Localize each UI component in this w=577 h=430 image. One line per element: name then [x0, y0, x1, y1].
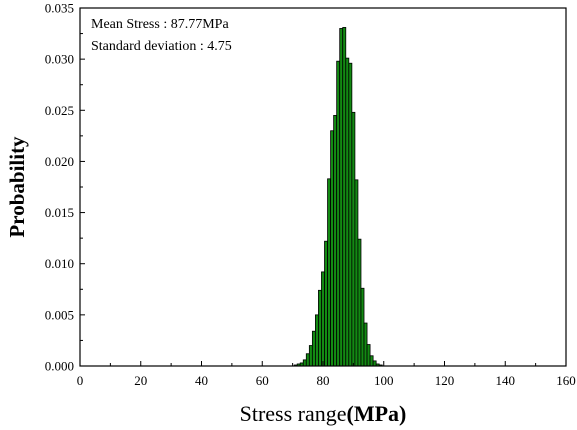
- histogram-bar: [357, 238, 362, 367]
- histogram-bar: [315, 314, 319, 367]
- y-tick-label: 0.005: [45, 307, 74, 322]
- x-axis-label-unit: (MPa): [347, 401, 407, 426]
- y-axis-label: Probability: [5, 136, 29, 238]
- histogram-bar: [311, 330, 316, 367]
- x-tick-label: 40: [195, 373, 208, 388]
- bars-group: [293, 27, 383, 367]
- x-tick-label: 20: [134, 373, 147, 388]
- y-tick-label: 0.025: [45, 103, 74, 118]
- histogram-bar: [348, 62, 353, 367]
- histogram-bar: [305, 353, 310, 367]
- histogram-bar: [363, 322, 368, 367]
- histogram-bar: [336, 60, 341, 367]
- y-tick-label: 0.030: [45, 52, 74, 67]
- y-tick-label: 0.015: [45, 205, 74, 220]
- histogram-bar: [308, 345, 313, 367]
- histogram-bar: [345, 57, 350, 367]
- y-tick-label: 0.010: [45, 256, 74, 271]
- histogram-bar: [369, 355, 374, 367]
- y-tick-label: 0.035: [45, 1, 74, 16]
- histogram-bar: [321, 271, 325, 367]
- histogram-bar: [324, 240, 328, 367]
- histogram-bar: [372, 360, 377, 367]
- x-axis-label-main: Stress range: [240, 401, 347, 426]
- histogram-bar: [351, 111, 356, 367]
- histogram-bar: [360, 287, 365, 367]
- x-tick-label: 100: [374, 373, 394, 388]
- histogram-bar: [330, 130, 335, 367]
- x-axis-label: Stress range(MPa): [240, 401, 407, 426]
- x-tick-label: 60: [256, 373, 269, 388]
- mean-stress-annotation: Mean Stress : 87.77MPa: [91, 17, 229, 32]
- y-tick-label: 0.000: [45, 359, 74, 374]
- x-ticks-group: 0 20 40 60 80 100 120 140 160: [77, 361, 576, 388]
- histogram-bar: [339, 28, 344, 367]
- std-deviation-annotation: Standard deviation : 4.75: [91, 39, 232, 54]
- plot-frame: [79, 7, 567, 367]
- x-tick-label: 140: [496, 373, 516, 388]
- histogram-bar: [366, 344, 371, 367]
- histogram-bar: [318, 289, 322, 367]
- y-ticks-group: 0.000 0.005 0.010 0.015 0.020 0.025 0.030 0.035: [45, 1, 85, 374]
- histogram-bar: [302, 359, 307, 367]
- x-tick-label: 80: [317, 373, 330, 388]
- x-tick-label: 0: [77, 373, 84, 388]
- x-tick-label: 160: [556, 373, 576, 388]
- y-tick-label: 0.020: [45, 154, 74, 169]
- histogram-bar: [354, 179, 359, 367]
- histogram-bar: [333, 115, 338, 367]
- histogram-bar: [342, 27, 347, 367]
- x-tick-label: 120: [435, 373, 455, 388]
- histogram-bar: [327, 178, 331, 367]
